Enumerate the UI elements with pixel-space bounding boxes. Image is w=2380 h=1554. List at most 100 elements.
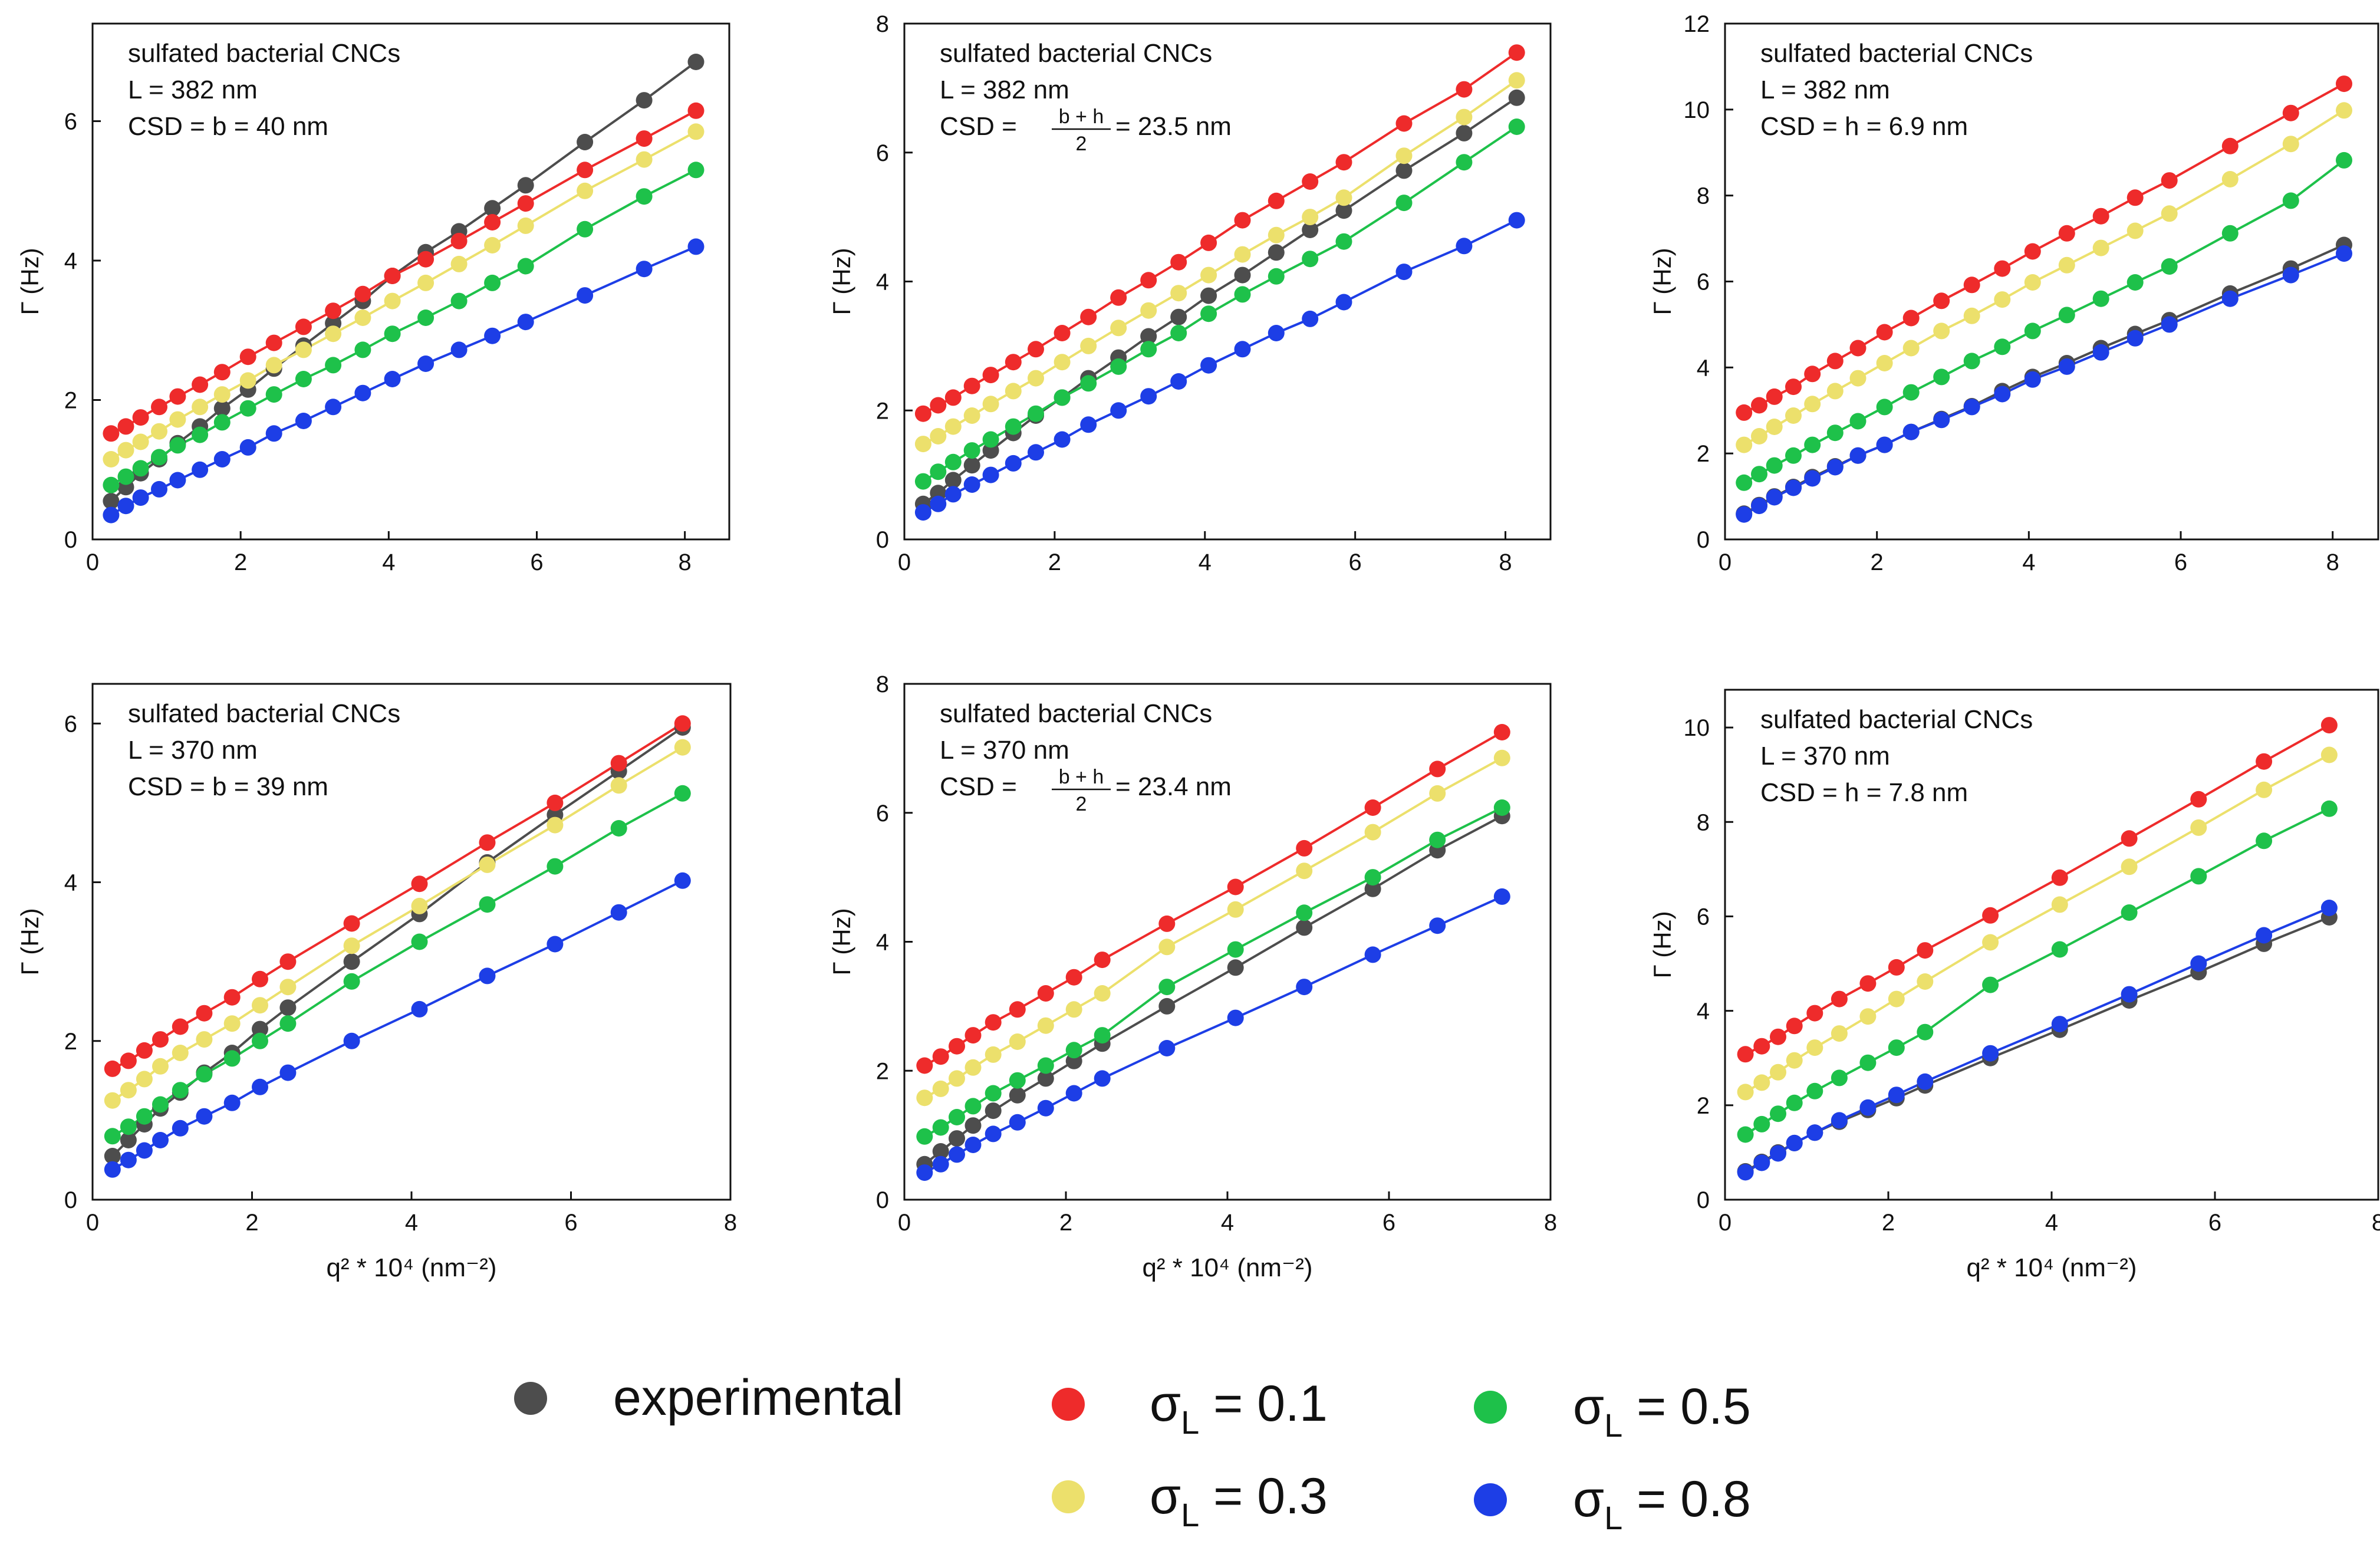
y-tick-label: 0 <box>64 527 77 553</box>
annotation-csd: CSD = <box>940 772 1017 801</box>
data-point-sigma_0_8 <box>1888 1087 1905 1104</box>
data-point-sigma_0_1 <box>1110 289 1127 306</box>
data-point-sigma_0_5 <box>1736 474 1753 491</box>
data-point-sigma_0_1 <box>932 1048 949 1065</box>
legend-label: σL = 0.3 <box>1150 1468 1328 1533</box>
data-point-sigma_0_3 <box>914 436 931 453</box>
data-point-sigma_0_3 <box>2024 274 2041 291</box>
data-point-sigma_0_8 <box>1110 402 1127 419</box>
data-point-sigma_0_5 <box>343 973 360 990</box>
data-point-sigma_0_1 <box>1737 1046 1754 1063</box>
data-point-sigma_0_5 <box>1508 118 1525 135</box>
data-point-sigma_0_1 <box>2126 189 2144 206</box>
data-point-sigma_0_3 <box>252 997 268 1014</box>
data-point-sigma_0_3 <box>172 1045 189 1061</box>
annotation-sample: sulfated bacterial CNCs <box>1760 39 2033 68</box>
data-point-sigma_0_3 <box>985 1046 1002 1063</box>
data-point-sigma_0_8 <box>1302 310 1319 327</box>
series-line-sigma_0_8 <box>924 895 1503 1174</box>
data-point-sigma_0_1 <box>1859 975 1877 992</box>
data-point-sigma_0_8 <box>252 1078 268 1095</box>
annotation-length: L = 382 nm <box>1760 75 1890 104</box>
data-point-sigma_0_8 <box>1493 888 1510 905</box>
data-point-experimental <box>104 1148 121 1164</box>
data-point-sigma_0_1 <box>517 195 534 212</box>
data-point-sigma_0_1 <box>450 232 468 249</box>
data-point-sigma_0_8 <box>1766 489 1783 506</box>
data-point-sigma_0_1 <box>213 364 231 381</box>
data-point-sigma_0_1 <box>674 715 691 732</box>
chart-panel-bottom-middle: 0 2 4 6 8 0 2 4 6 8 Γ (Hz) q² * 10⁴ (nm⁻²) sulfated … <box>828 671 1557 1282</box>
annotation-length: L = 370 nm <box>940 736 1069 765</box>
data-point-sigma_0_1 <box>295 318 312 335</box>
data-point-sigma_0_8 <box>636 261 653 278</box>
data-point-sigma_0_3 <box>1094 985 1111 1002</box>
data-point-sigma_0_1 <box>1876 324 1893 341</box>
data-point-sigma_0_8 <box>343 1032 360 1049</box>
data-point-sigma_0_1 <box>964 1027 982 1044</box>
x-tick-label: 6 <box>564 1210 577 1236</box>
data-point-sigma_0_5 <box>103 476 120 493</box>
x-tick-label: 4 <box>2022 549 2035 575</box>
data-point-sigma_0_5 <box>1770 1105 1786 1122</box>
data-point-sigma_0_3 <box>1065 1001 1082 1018</box>
y-axis-label: Γ (Hz) <box>1648 911 1676 978</box>
data-point-sigma_0_5 <box>252 1032 268 1049</box>
data-point-sigma_0_3 <box>136 1071 153 1088</box>
data-point-sigma_0_8 <box>1963 399 1980 416</box>
data-point-sigma_0_1 <box>1770 1028 1786 1045</box>
series-line-sigma_0_8 <box>111 880 683 1171</box>
data-point-sigma_0_3 <box>1982 934 1999 951</box>
data-point-sigma_0_1 <box>479 834 496 851</box>
data-point-sigma_0_8 <box>1994 386 2011 403</box>
data-point-sigma_0_5 <box>2190 868 2207 885</box>
data-point-sigma_0_1 <box>1917 942 1934 959</box>
data-point-sigma_0_5 <box>1804 436 1821 453</box>
data-point-sigma_0_8 <box>1080 416 1097 433</box>
data-point-sigma_0_5 <box>239 400 256 417</box>
data-point-sigma_0_1 <box>1094 952 1111 969</box>
data-point-sigma_0_8 <box>949 1146 965 1163</box>
data-point-sigma_0_1 <box>1456 81 1473 98</box>
data-point-sigma_0_5 <box>930 463 947 480</box>
data-point-experimental <box>517 177 534 194</box>
data-point-sigma_0_1 <box>1227 878 1244 895</box>
data-point-sigma_0_5 <box>265 386 282 403</box>
data-point-sigma_0_3 <box>982 396 999 413</box>
data-point-sigma_0_1 <box>1753 1038 1770 1055</box>
data-point-sigma_0_5 <box>1037 1057 1054 1074</box>
data-point-sigma_0_8 <box>411 1000 428 1018</box>
data-point-sigma_0_5 <box>1902 384 1920 401</box>
data-point-sigma_0_8 <box>1234 341 1251 358</box>
data-point-experimental <box>1508 89 1525 106</box>
legend-item-sigma_0_1: σL = 0.1 <box>1052 1375 1328 1441</box>
data-point-sigma_0_1 <box>384 268 401 284</box>
data-point-sigma_0_3 <box>265 357 282 374</box>
data-point-sigma_0_8 <box>1737 1164 1754 1181</box>
data-point-sigma_0_8 <box>120 1151 137 1168</box>
data-point-sigma_0_1 <box>2221 137 2239 154</box>
data-point-sigma_0_5 <box>479 896 496 913</box>
y-axis-label: Γ (Hz) <box>16 908 44 975</box>
x-tick-label: 6 <box>2174 549 2187 575</box>
data-point-sigma_0_1 <box>944 389 962 406</box>
y-tick-label: 12 <box>1684 11 1710 37</box>
series-line-sigma_0_1 <box>1744 724 2330 1056</box>
data-point-sigma_0_1 <box>2051 869 2068 886</box>
y-tick-label: 4 <box>64 870 77 896</box>
data-point-sigma_0_1 <box>1158 915 1176 932</box>
data-point-sigma_0_8 <box>2320 900 2338 916</box>
annotation-csd-value: = 23.4 nm <box>1115 772 1232 801</box>
data-point-sigma_0_5 <box>1009 1072 1026 1089</box>
data-point-sigma_0_1 <box>1826 353 1844 370</box>
data-point-sigma_0_1 <box>484 214 501 231</box>
data-point-sigma_0_5 <box>577 220 594 238</box>
data-point-sigma_0_3 <box>2190 819 2207 836</box>
annotation-length: L = 370 nm <box>1760 742 1890 771</box>
data-point-sigma_0_8 <box>1751 498 1767 515</box>
y-axis-label: Γ (Hz) <box>1648 248 1676 315</box>
y-tick-label: 0 <box>876 527 889 553</box>
data-point-sigma_0_3 <box>213 386 231 403</box>
y-tick-label: 4 <box>876 269 889 295</box>
y-tick-label: 6 <box>876 801 889 827</box>
